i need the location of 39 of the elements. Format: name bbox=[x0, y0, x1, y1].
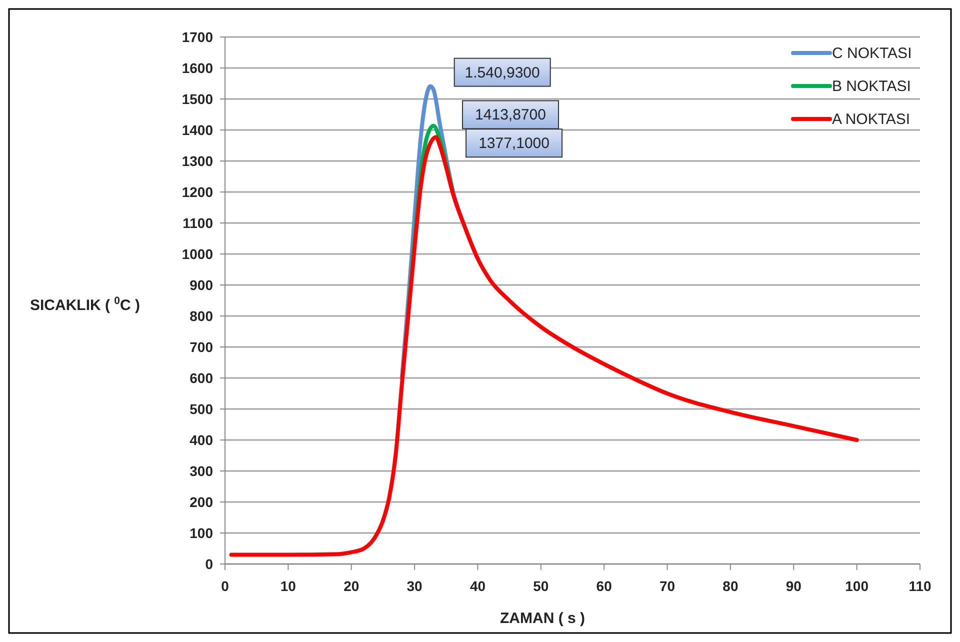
y-tick-label: 100 bbox=[190, 525, 214, 541]
legend-label: A NOKTASI bbox=[832, 111, 910, 128]
y-tick-label: 700 bbox=[190, 339, 214, 355]
y-tick-label: 1400 bbox=[182, 122, 214, 138]
y-tick-label: 900 bbox=[190, 277, 214, 293]
y-axis-title: SICAKLIK ( $^{0}$C ) bbox=[30, 295, 140, 314]
x-tick-label: 20 bbox=[344, 578, 360, 594]
x-tick-label: 80 bbox=[722, 578, 738, 594]
annotation: 1.540,9300 bbox=[464, 64, 540, 82]
y-tick-label: 1300 bbox=[182, 153, 214, 169]
x-tick-label: 110 bbox=[908, 578, 932, 594]
y-tick-label: 1000 bbox=[182, 246, 214, 262]
x-tick-label: 50 bbox=[533, 578, 549, 594]
y-tick-label: 500 bbox=[190, 401, 214, 417]
y-tick-label: 600 bbox=[190, 370, 214, 386]
x-tick-label: 30 bbox=[406, 578, 423, 594]
annotation: 1377,1000 bbox=[478, 135, 550, 152]
y-tick-label: 0 bbox=[205, 556, 214, 572]
y-tick-label: 300 bbox=[190, 463, 214, 479]
y-tick-label: 1200 bbox=[182, 184, 214, 200]
x-tick-label: 60 bbox=[596, 578, 612, 594]
y-tick-label: 800 bbox=[190, 308, 214, 324]
y-tick-label: 1600 bbox=[182, 60, 214, 76]
y-tick-label: 1700 bbox=[182, 29, 214, 45]
x-tick-label: 0 bbox=[221, 578, 230, 594]
x-axis-title: ZAMAN ( s ) bbox=[500, 610, 585, 627]
annotation: 1413,8700 bbox=[475, 106, 546, 124]
y-tick-label: 1500 bbox=[182, 91, 214, 107]
legend-label: C NOKTASI bbox=[832, 45, 912, 62]
x-tick-label: 10 bbox=[280, 578, 296, 594]
y-tick-label: 200 bbox=[190, 494, 214, 510]
y-tick-label: 400 bbox=[190, 432, 214, 448]
legend-label: B NOKTASI bbox=[832, 78, 911, 95]
x-tick-label: 40 bbox=[470, 578, 486, 594]
y-tick-label: 1100 bbox=[182, 215, 214, 231]
x-tick-label: 100 bbox=[845, 578, 869, 594]
x-tick-label: 70 bbox=[659, 578, 676, 594]
x-tick-label: 90 bbox=[786, 578, 802, 594]
line-series bbox=[229, 135, 859, 557]
